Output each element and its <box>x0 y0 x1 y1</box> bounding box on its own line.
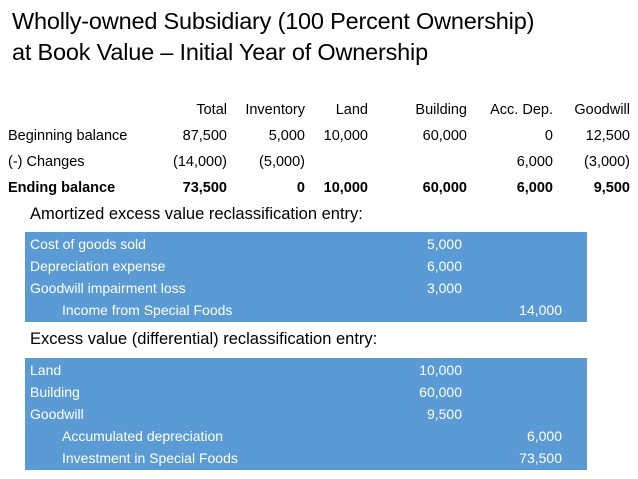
header-goodwill: Goodwill <box>574 102 630 118</box>
list-item: Accumulated depreciation 6,000 <box>25 425 587 447</box>
entry-account: Goodwill impairment loss <box>30 280 186 296</box>
header-land: Land <box>335 102 368 118</box>
table-cell: 9,500 <box>593 180 630 196</box>
table-cell: 87,500 <box>182 128 227 144</box>
entry-debit: 3,000 <box>426 280 462 296</box>
entry-heading: Excess value (differential) reclassifica… <box>30 330 378 348</box>
entry-debit: 5,000 <box>426 236 462 252</box>
list-item: Building 60,000 <box>25 381 587 403</box>
entry-debit: 9,500 <box>426 406 462 422</box>
summary-table: Total Inventory Land Building Acc. Dep. … <box>0 97 638 201</box>
header-inventory: Inventory <box>245 102 305 118</box>
entry-debit: 60,000 <box>419 384 462 400</box>
header-building: Building <box>415 102 467 118</box>
table-row: Beginning balance 87,500 5,000 10,000 60… <box>0 123 638 149</box>
entry-account: Land <box>30 362 62 378</box>
list-item: Land 10,000 <box>25 359 587 381</box>
table-cell: (5,000) <box>259 154 305 170</box>
list-item: Depreciation expense 6,000 <box>25 255 587 277</box>
table-cell: (3,000) <box>584 154 630 170</box>
journal-entry-box: Land 10,000 Building 60,000 Goodwill 9,5… <box>25 358 587 470</box>
table-cell: 6,000 <box>516 154 553 170</box>
entry-account: Income from Special Foods <box>62 302 233 318</box>
row-label: (-) Changes <box>8 154 85 170</box>
table-cell: 10,000 <box>323 128 368 144</box>
entry-account: Cost of goods sold <box>30 236 146 252</box>
table-cell: 6,000 <box>516 180 553 196</box>
table-cell: 12,500 <box>585 128 630 144</box>
entry-debit: 10,000 <box>419 362 462 378</box>
list-item: Goodwill 9,500 <box>25 403 587 425</box>
entry-account: Accumulated depreciation <box>62 428 224 444</box>
table-header-row: Total Inventory Land Building Acc. Dep. … <box>0 97 638 123</box>
list-item: Investment in Special Foods 73,500 <box>25 447 587 469</box>
table-row: Ending balance 73,500 0 10,000 60,000 6,… <box>0 175 638 201</box>
entry-heading: Amortized excess value reclassification … <box>30 205 363 223</box>
list-item: Goodwill impairment loss 3,000 <box>25 277 587 299</box>
table-row: (-) Changes (14,000) (5,000) 6,000 (3,00… <box>0 149 638 175</box>
slide-title: Wholly-owned Subsidiary (100 Percent Own… <box>12 6 632 68</box>
entry-account: Investment in Special Foods <box>62 450 238 466</box>
entry-credit: 73,500 <box>519 450 562 466</box>
table-cell: 73,500 <box>182 180 227 196</box>
entry-debit: 6,000 <box>426 258 462 274</box>
table-cell: 60,000 <box>422 180 467 196</box>
entry-credit: 14,000 <box>519 302 562 318</box>
header-acc-dep: Acc. Dep. <box>490 102 553 118</box>
entry-account: Goodwill <box>30 406 84 422</box>
entry-account: Depreciation expense <box>30 258 166 274</box>
list-item: Cost of goods sold 5,000 <box>25 233 587 255</box>
table-cell: 60,000 <box>422 128 467 144</box>
table-cell: 5,000 <box>268 128 305 144</box>
table-cell: 0 <box>544 128 553 144</box>
title-line-1: Wholly-owned Subsidiary (100 Percent Own… <box>12 8 535 34</box>
entry-account: Building <box>30 384 80 400</box>
list-item: Income from Special Foods 14,000 <box>25 299 587 321</box>
table-cell: 10,000 <box>323 180 368 196</box>
journal-entry-box: Cost of goods sold 5,000 Depreciation ex… <box>25 232 587 322</box>
table-cell: 0 <box>296 180 305 196</box>
table-cell: (14,000) <box>172 154 227 170</box>
row-label: Ending balance <box>8 180 116 196</box>
row-label: Beginning balance <box>8 128 128 144</box>
header-total: Total <box>196 102 227 118</box>
title-line-2: at Book Value – Initial Year of Ownershi… <box>12 39 428 65</box>
entry-credit: 6,000 <box>526 428 562 444</box>
